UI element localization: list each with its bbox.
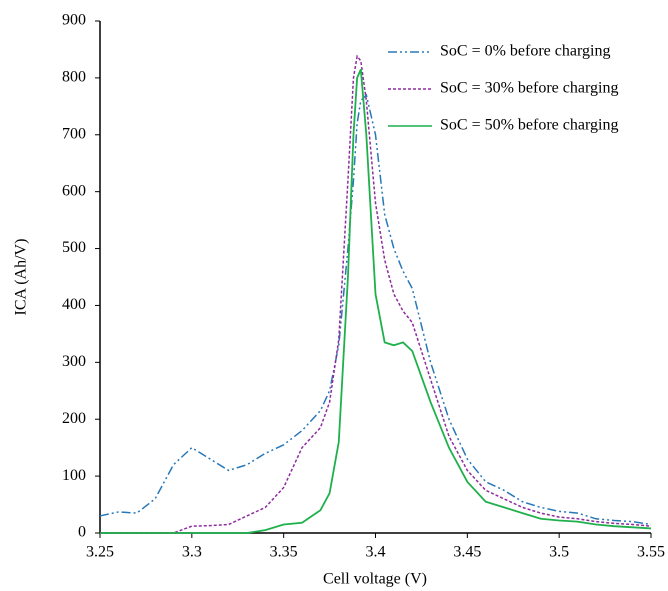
y-tick-label: 500 [62, 239, 86, 256]
x-tick-label: 3.45 [453, 544, 481, 561]
x-axis-title: Cell voltage (V) [323, 571, 427, 588]
y-tick-label: 900 [62, 12, 86, 29]
y-tick-label: 800 [62, 69, 86, 86]
y-tick-label: 400 [62, 296, 86, 313]
x-tick-label: 3.4 [366, 544, 386, 561]
series-line [100, 69, 652, 534]
series-line [99, 93, 652, 526]
series-line [100, 54, 652, 534]
legend-label: SoC = 0% before charging [440, 43, 610, 60]
x-tick-label: 3.55 [637, 544, 665, 561]
x-tick-label: 3.35 [270, 544, 298, 561]
y-tick-label: 0 [78, 524, 86, 541]
x-tick-label: 3.5 [549, 544, 569, 561]
y-tick-label: 600 [62, 182, 86, 199]
x-tick-label: 3.25 [86, 544, 114, 561]
y-tick-label: 300 [62, 353, 86, 370]
y-tick-label: 100 [62, 467, 86, 484]
legend-label: SoC = 30% before charging [440, 80, 618, 97]
y-axis-title: ICA (Ah/V) [13, 239, 30, 316]
legend-label: SoC = 50% before charging [440, 117, 618, 134]
y-tick-label: 700 [62, 125, 86, 142]
x-tick-label: 3.3 [182, 544, 202, 561]
y-tick-label: 200 [62, 410, 86, 427]
